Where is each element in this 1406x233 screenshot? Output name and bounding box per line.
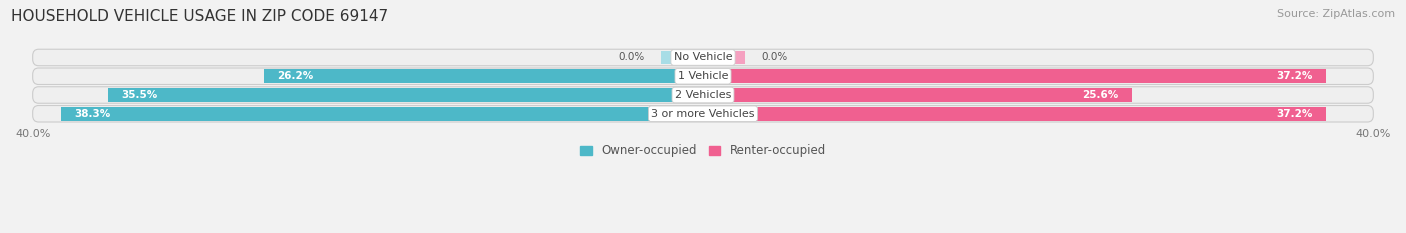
- Text: 35.5%: 35.5%: [121, 90, 157, 100]
- Bar: [661, 51, 703, 64]
- FancyBboxPatch shape: [32, 68, 1374, 85]
- Bar: [703, 107, 1326, 120]
- Text: 2 Vehicles: 2 Vehicles: [675, 90, 731, 100]
- Legend: Owner-occupied, Renter-occupied: Owner-occupied, Renter-occupied: [575, 140, 831, 162]
- Bar: [264, 69, 703, 83]
- FancyBboxPatch shape: [32, 87, 1374, 103]
- Text: 26.2%: 26.2%: [277, 71, 314, 81]
- Text: Source: ZipAtlas.com: Source: ZipAtlas.com: [1277, 9, 1395, 19]
- Text: 37.2%: 37.2%: [1277, 71, 1313, 81]
- Text: HOUSEHOLD VEHICLE USAGE IN ZIP CODE 69147: HOUSEHOLD VEHICLE USAGE IN ZIP CODE 6914…: [11, 9, 388, 24]
- FancyBboxPatch shape: [32, 106, 1374, 122]
- Bar: [703, 51, 745, 64]
- Bar: [703, 88, 1132, 102]
- Text: 0.0%: 0.0%: [762, 52, 787, 62]
- Bar: [108, 88, 703, 102]
- Text: 0.0%: 0.0%: [619, 52, 644, 62]
- Bar: [703, 69, 1326, 83]
- Text: 38.3%: 38.3%: [75, 109, 111, 119]
- Text: 3 or more Vehicles: 3 or more Vehicles: [651, 109, 755, 119]
- Text: 1 Vehicle: 1 Vehicle: [678, 71, 728, 81]
- Text: 37.2%: 37.2%: [1277, 109, 1313, 119]
- FancyBboxPatch shape: [32, 49, 1374, 66]
- Text: 25.6%: 25.6%: [1083, 90, 1119, 100]
- Bar: [62, 107, 703, 120]
- Text: No Vehicle: No Vehicle: [673, 52, 733, 62]
